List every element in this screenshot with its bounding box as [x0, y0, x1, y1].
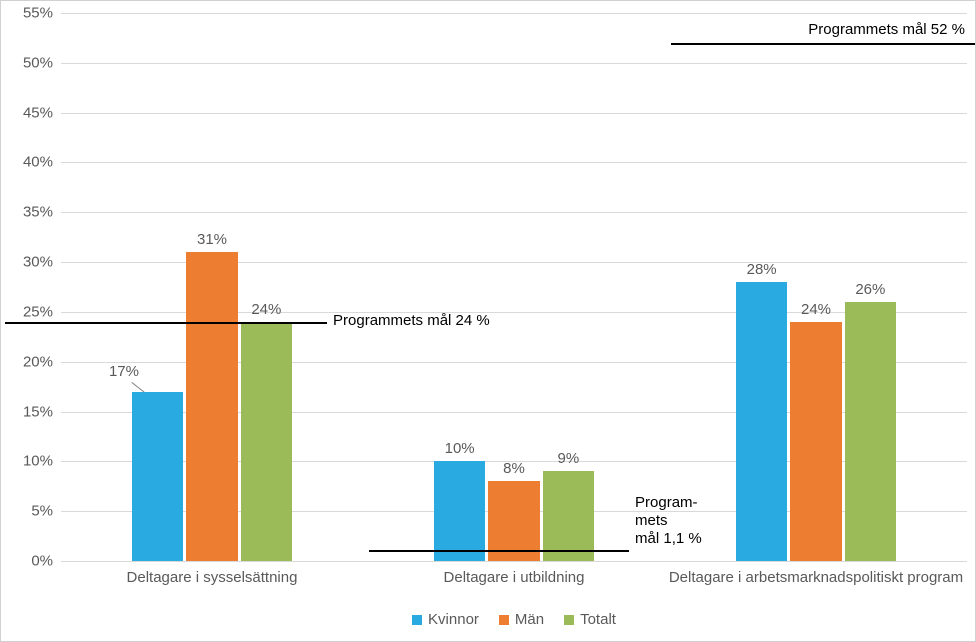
legend-item: Kvinnor: [412, 611, 479, 628]
legend-label: Kvinnor: [428, 611, 479, 628]
y-tick-label: 20%: [23, 353, 53, 370]
bar: [132, 392, 183, 561]
x-category-label: Deltagare i arbetsmarknadspolitiskt prog…: [665, 569, 967, 587]
gridline: [61, 212, 967, 213]
bar-value-label: 31%: [197, 231, 227, 248]
y-tick-label: 10%: [23, 453, 53, 470]
legend-label: Män: [515, 611, 544, 628]
bar: [434, 461, 485, 561]
y-tick-label: 15%: [23, 403, 53, 420]
y-tick-label: 45%: [23, 104, 53, 121]
bar-value-label: 24%: [251, 301, 281, 318]
legend-swatch: [499, 615, 509, 625]
bar: [736, 282, 787, 561]
y-tick-label: 5%: [31, 503, 53, 520]
goal-label: Programmets mål 24 %: [333, 312, 490, 330]
goal-label: Program-metsmål 1,1 %: [635, 494, 702, 548]
gridline: [61, 113, 967, 114]
bar-value-label: 17%: [109, 363, 139, 380]
gridline: [61, 162, 967, 163]
goal-label: Programmets mål 52 %: [808, 21, 965, 39]
legend: Kvinnor Män Totalt: [61, 611, 967, 628]
y-tick-label: 55%: [23, 5, 53, 22]
bar-value-label: 10%: [445, 440, 475, 457]
bar: [241, 322, 292, 561]
bar: [488, 481, 539, 561]
bar: [186, 252, 237, 561]
gridline: [61, 13, 967, 14]
x-category-label: Deltagare i sysselsättning: [61, 569, 363, 587]
bar-value-label: 24%: [801, 301, 831, 318]
goal-line: [5, 322, 327, 324]
x-axis: [61, 561, 967, 562]
bar: [790, 322, 841, 561]
legend-item: Totalt: [564, 611, 616, 628]
goal-line: [369, 550, 629, 552]
legend-swatch: [564, 615, 574, 625]
bar: [543, 471, 594, 561]
legend-swatch: [412, 615, 422, 625]
y-tick-label: 35%: [23, 204, 53, 221]
bar-value-label: 28%: [747, 261, 777, 278]
bar-value-label: 8%: [503, 460, 525, 477]
bar: [845, 302, 896, 561]
gridline: [61, 63, 967, 64]
y-tick-label: 40%: [23, 154, 53, 171]
bar-value-label: 9%: [558, 450, 580, 467]
legend-item: Män: [499, 611, 544, 628]
y-tick-label: 50%: [23, 54, 53, 71]
bar-chart: 0% 5% 10% 15% 20% 25% 30% 35% 40% 45% 50% 55% 17% 31%…: [0, 0, 976, 642]
legend-label: Totalt: [580, 611, 616, 628]
x-category-label: Deltagare i utbildning: [363, 569, 665, 587]
goal-line: [671, 43, 975, 45]
y-tick-label: 25%: [23, 303, 53, 320]
bar-value-label: 26%: [855, 281, 885, 298]
y-tick-label: 30%: [23, 254, 53, 271]
y-tick-label: 0%: [31, 553, 53, 570]
plot-area: 0%5%10%15%20%25%30%35%40%45%50%55%17%31%…: [61, 13, 967, 561]
